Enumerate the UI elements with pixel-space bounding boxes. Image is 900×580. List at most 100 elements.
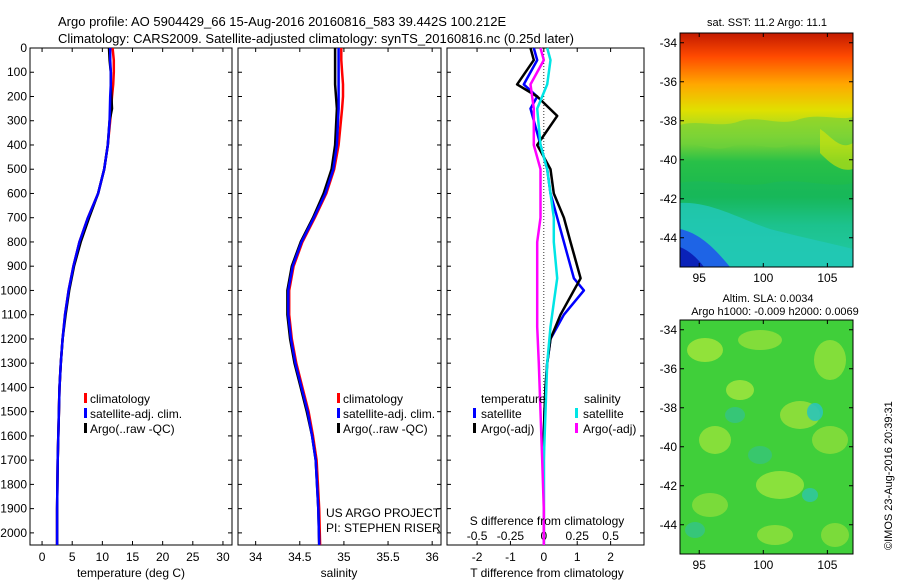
sla-patch <box>687 338 723 362</box>
sla-patch <box>725 407 745 423</box>
lon-tick-label: 100 <box>753 271 773 285</box>
sla-lat-axis: -34 -36 -38 -40 -42 -44 <box>660 323 853 532</box>
series-line-s-argo-adj <box>529 47 546 545</box>
legend-label-s-argo: Argo(-adj) <box>583 422 636 436</box>
x-tick-label: 36 <box>425 550 439 564</box>
sla-patch <box>802 488 818 502</box>
lat-tick-label: -34 <box>660 323 678 337</box>
salinity-plot-frame <box>237 47 442 546</box>
depth-tick-label: 900 <box>7 259 27 273</box>
depth-tick-label: 2000 <box>0 526 27 540</box>
lat-tick-label: -42 <box>660 192 678 206</box>
sla-patch <box>756 471 804 499</box>
lat-tick-label: -34 <box>660 36 678 50</box>
lon-tick-label: 100 <box>753 558 773 572</box>
x-tick-label: 35.5 <box>376 550 400 564</box>
lon-tick-label: 95 <box>693 271 707 285</box>
series-line-t-argo-adj <box>515 47 582 545</box>
header-title-line1: Argo profile: AO 5904429_66 15-Aug-2016 … <box>58 14 506 29</box>
s-difference-label: S difference from climatology <box>470 514 625 528</box>
lat-tick-label: -44 <box>660 518 678 532</box>
sla-map-frame <box>679 319 854 555</box>
depth-tick-label: 1600 <box>0 429 27 443</box>
sla-map-title-line2: Argo h1000: -0.009 h2000: 0.0069 <box>691 306 859 318</box>
sla-patch <box>699 426 731 454</box>
t-difference-x-axis: -2 -1 0 1 2 <box>472 48 614 564</box>
legend-swatch-satellite-adj-clim <box>84 408 87 418</box>
s-difference-tick-label: -0.25 <box>497 529 525 543</box>
t-difference-x-label: T difference from climatology <box>470 566 624 580</box>
series-line-satellite-adj-clim <box>287 48 340 546</box>
sst-front-band <box>680 116 853 149</box>
pi-label: PI: STEPHEN RISER <box>326 521 441 535</box>
depth-tick-label: 1400 <box>0 380 27 394</box>
legend-swatch-satellite-adj-clim <box>337 408 340 418</box>
x-tick-label: 25 <box>186 550 200 564</box>
temperature-legend: climatology satellite-adj. clim. Argo(..… <box>84 392 182 436</box>
series-line-argo-raw-qc <box>55 47 114 545</box>
depth-tick-label: 1000 <box>0 283 27 297</box>
lat-tick-label: -38 <box>660 401 678 415</box>
difference-series-group <box>515 47 586 545</box>
sla-map-panel: Altim. SLA: 0.0034 Argo h1000: -0.009 h2… <box>660 293 859 572</box>
sla-patch <box>757 525 793 545</box>
sst-lon-axis: 95 100 105 <box>693 33 838 285</box>
sla-patch <box>814 340 846 380</box>
x-tick-label: -2 <box>472 550 483 564</box>
depth-tick-label: 400 <box>7 138 27 152</box>
header-title-line2: Climatology: CARS2009. Satellite-adjuste… <box>58 31 574 46</box>
sla-patch <box>738 330 782 350</box>
sst-map-title: sat. SST: 11.2 Argo: 11.1 <box>707 17 827 29</box>
legend-swatch-s-argo <box>575 423 578 433</box>
legend-swatch-climatology <box>84 393 87 403</box>
legend-swatch-argo <box>84 423 87 433</box>
salinity-depth-ticks <box>238 47 441 534</box>
series-line-argo-raw-qc <box>286 48 339 546</box>
depth-tick-label: 1800 <box>0 477 27 491</box>
depth-tick-label: 700 <box>7 211 27 225</box>
depth-tick-label: 0 <box>20 41 27 55</box>
legend-title-temperature: temperature <box>481 392 546 406</box>
salinity-series-group <box>286 48 345 546</box>
lat-tick-label: -36 <box>660 362 678 376</box>
lat-tick-label: -42 <box>660 479 678 493</box>
depth-tick-label: 1100 <box>1 308 27 322</box>
sst-coldest-corner <box>680 247 704 267</box>
sla-patch <box>692 493 728 517</box>
sst-map-panel: sat. SST: 11.2 Argo: 11.1 <box>660 17 854 285</box>
x-tick-label: 15 <box>126 550 140 564</box>
depth-tick-label: 200 <box>7 89 27 103</box>
lat-tick-label: -40 <box>660 440 678 454</box>
lon-tick-label: 105 <box>817 271 837 285</box>
legend-label-satellite-adj-clim: satellite-adj. clim. <box>90 407 182 421</box>
depth-tick-label: 800 <box>7 235 27 249</box>
series-line-climatology <box>55 47 116 545</box>
x-tick-label: 20 <box>156 550 170 564</box>
depth-tick-label: 600 <box>7 186 27 200</box>
sla-patch <box>821 523 849 547</box>
x-tick-label: 34.5 <box>288 550 312 564</box>
lat-tick-label: -36 <box>660 75 678 89</box>
salinity-profile-panel: 34 34.5 35 35.5 36 climatology satellite-adj… <box>237 47 442 580</box>
project-label: US ARGO PROJECT <box>326 506 441 520</box>
temperature-profile-panel: 0100200300400500600700800900100011001200… <box>0 41 233 580</box>
x-tick-label: 5 <box>69 550 76 564</box>
sst-warm-patch <box>820 129 853 170</box>
series-line-s-satellite <box>535 47 559 545</box>
legend-label-s-satellite: satellite <box>583 407 624 421</box>
legend-label-argo: Argo(..raw -QC) <box>90 422 175 436</box>
sla-patch <box>807 403 823 421</box>
x-tick-label: 10 <box>96 550 110 564</box>
salinity-legend: climatology satellite-adj. clim. Argo(..… <box>337 392 435 436</box>
depth-tick-label: 1900 <box>0 502 27 516</box>
sst-lat-axis: -34 -36 -38 -40 -42 -44 <box>660 36 853 245</box>
depth-axis: 0 100 200 300 400 500 600 700 800 900 1000 1100 1200… <box>0 41 232 540</box>
depth-tick-label: 1500 <box>0 405 27 419</box>
s-difference-tick-label: -0.5 <box>467 529 488 543</box>
sst-cool-band <box>680 202 853 267</box>
temperature-x-label: temperature (deg C) <box>77 566 185 580</box>
temperature-plot-frame <box>29 47 233 546</box>
sla-heatmap <box>680 320 853 554</box>
depth-tick-label: 500 <box>7 162 27 176</box>
